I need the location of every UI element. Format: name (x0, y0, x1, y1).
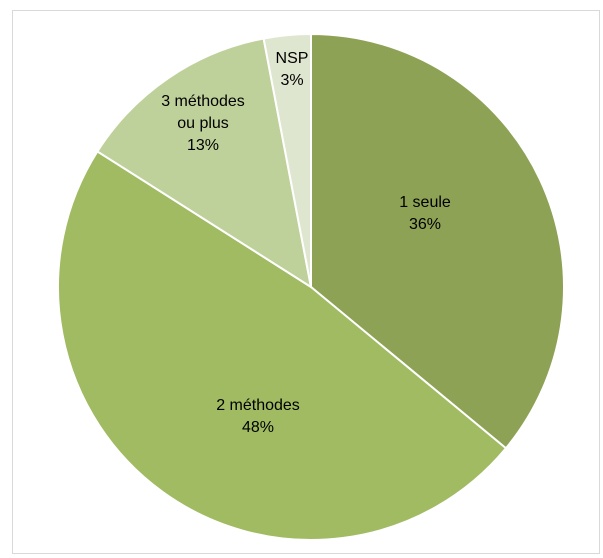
pie-slice-label-1: 1 seule 36% (399, 194, 451, 233)
pie-slice-label-2: 2 méthodes 48% (216, 397, 300, 436)
pie-slice-label-line: 13% (187, 137, 219, 154)
pie-slice-label-line: 3% (280, 72, 303, 89)
pie-slice-4 (262, 32, 312, 288)
pie-slice-label-line: 1 seule (399, 194, 451, 211)
pie-slice-label-4: NSP 3% (276, 50, 309, 89)
pie-labels: 1 seule 36% 2 méthodes 48% 3 méthodes ou plus… (161, 50, 451, 436)
pie-slices (57, 32, 565, 541)
pie-slice-1 (310, 32, 565, 450)
pie-slice-label-3: 3 méthodes ou plus 13% (161, 93, 245, 154)
pie-slice-2 (57, 150, 508, 541)
pie-slice-label-line: NSP (276, 50, 309, 67)
pie-slice-label-line: ou plus (177, 115, 229, 132)
pie-slice-label-line: 36% (409, 216, 441, 233)
pie-slice-label-line: 3 méthodes (161, 93, 245, 110)
pie-slice-label-line: 2 méthodes (216, 397, 300, 414)
pie-slice-label-line: 48% (242, 419, 274, 436)
pie-slice-3 (96, 37, 313, 290)
